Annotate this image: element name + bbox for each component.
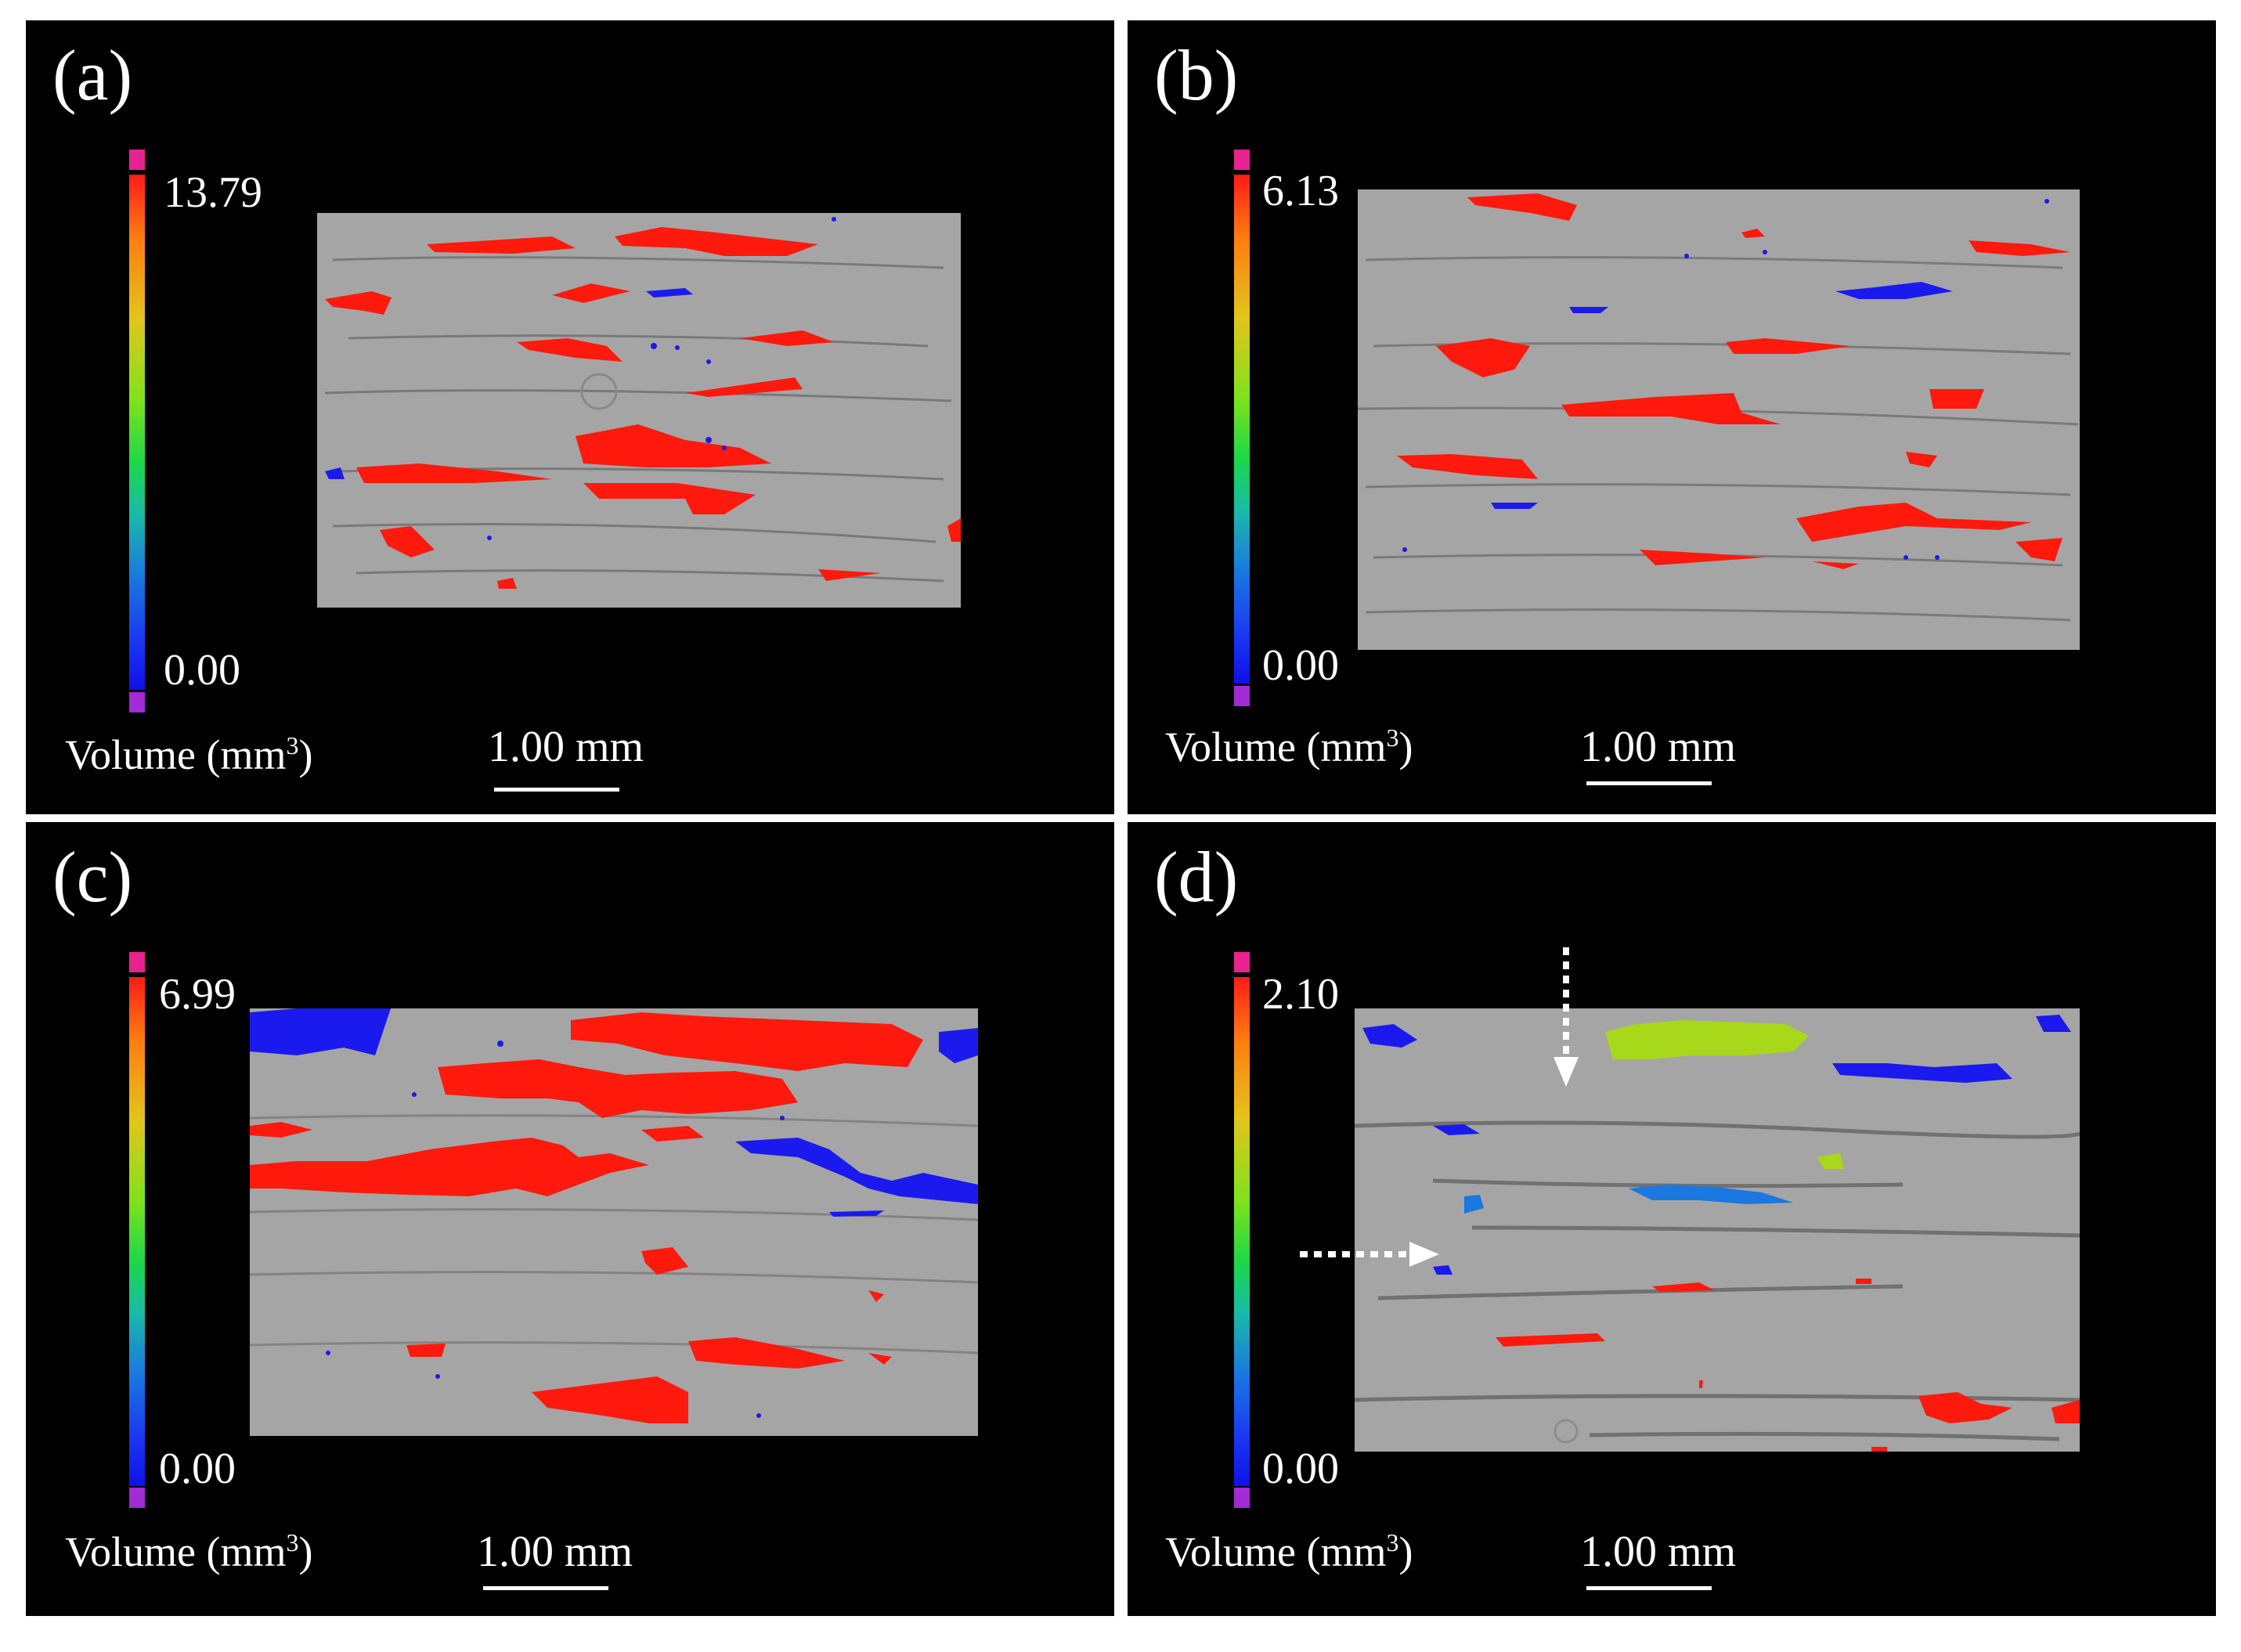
colorbar-min-value: 0.00 xyxy=(159,1445,236,1493)
colorbar-max-value: 13.79 xyxy=(164,168,262,217)
colorbar-top-cap xyxy=(1234,150,1250,170)
volume-label: Volume (mm3) xyxy=(65,1528,313,1575)
ct-scan-image xyxy=(1358,189,2080,650)
panel-label: (c) xyxy=(52,837,133,917)
arrow-right-icon xyxy=(1300,1242,1439,1267)
colorbar-max-value: 2.10 xyxy=(1262,970,1339,1019)
colorbar-top-cap xyxy=(1234,952,1250,972)
colorbar-bottom-cap xyxy=(129,692,145,712)
colorbar xyxy=(129,977,145,1486)
scale-bar xyxy=(1586,1586,1712,1590)
volume-label: Volume (mm3) xyxy=(65,731,313,778)
scale-label: 1.00 mm xyxy=(1580,1528,1737,1576)
panel-label: (d) xyxy=(1154,837,1239,917)
colorbar xyxy=(1234,175,1250,684)
colorbar-top-cap xyxy=(129,952,145,972)
ct-scan-image xyxy=(1355,1008,2080,1452)
panel-a: (a) 13.79 0.00 Volume (mm3) 1.00 mm xyxy=(26,20,1114,814)
arrow-down-icon xyxy=(1554,947,1579,1087)
scale-label: 1.00 mm xyxy=(1580,723,1737,771)
scale-bar xyxy=(483,1586,608,1590)
volume-label: Volume (mm3) xyxy=(1165,1528,1413,1575)
colorbar-max-value: 6.99 xyxy=(159,970,236,1019)
scale-bar xyxy=(1586,781,1712,785)
colorbar-bottom-cap xyxy=(129,1488,145,1508)
colorbar-min-value: 0.00 xyxy=(164,646,240,694)
colorbar-max-value: 6.13 xyxy=(1262,167,1339,215)
colorbar xyxy=(1234,977,1250,1486)
panel-label: (a) xyxy=(52,35,133,115)
colorbar-min-value: 0.00 xyxy=(1262,1445,1339,1493)
colorbar-top-cap xyxy=(129,150,145,170)
panel-d: (d) 2.10 0.00 Volume (mm3) 1.00 mm xyxy=(1128,822,2216,1616)
scale-label: 1.00 mm xyxy=(477,1528,633,1576)
panel-b: (b) 6.13 0.00 Volume (mm3) 1.00 mm xyxy=(1128,20,2216,814)
ct-scan-image xyxy=(317,213,961,608)
volume-label: Volume (mm3) xyxy=(1165,723,1413,770)
colorbar-min-value: 0.00 xyxy=(1262,641,1339,690)
colorbar xyxy=(129,175,145,690)
scale-bar xyxy=(494,788,619,792)
ct-scan-image xyxy=(250,1008,978,1436)
panel-c: (c) 6.99 0.00 Volume (mm3) 1.00 mm xyxy=(26,822,1114,1616)
scale-label: 1.00 mm xyxy=(488,723,644,771)
colorbar-bottom-cap xyxy=(1234,686,1250,706)
colorbar-bottom-cap xyxy=(1234,1488,1250,1508)
panel-label: (b) xyxy=(1154,35,1239,115)
